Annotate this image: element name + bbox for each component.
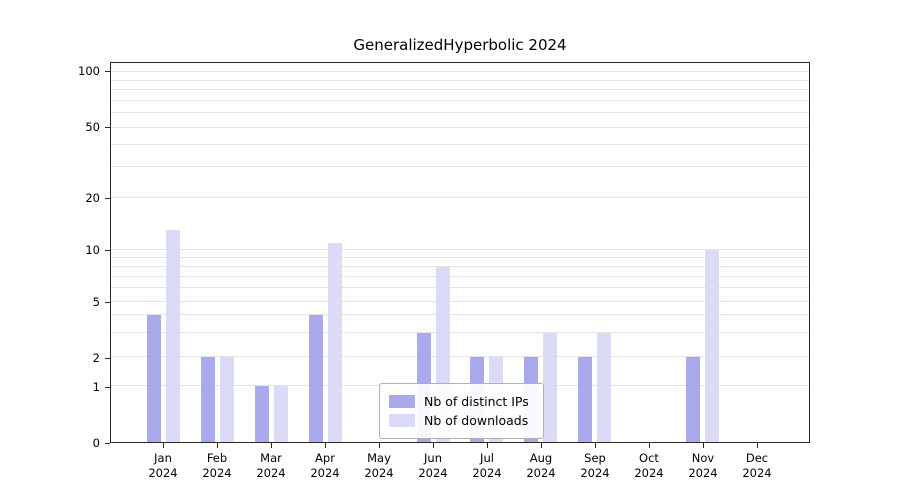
y-axis-tick-mark bbox=[105, 71, 110, 73]
legend-item: Nb of distinct IPs bbox=[389, 394, 529, 409]
x-axis-tick-label: Aug 2024 bbox=[526, 451, 556, 480]
bar bbox=[255, 386, 270, 442]
x-axis-tick-mark bbox=[433, 443, 434, 448]
gridline bbox=[111, 197, 809, 199]
y-axis-tick-label: 5 bbox=[92, 295, 100, 310]
gridline bbox=[111, 256, 809, 258]
x-axis-tick-mark bbox=[379, 443, 380, 448]
gridline bbox=[111, 287, 809, 289]
bar bbox=[308, 315, 323, 442]
x-axis-tick-label: May 2024 bbox=[364, 451, 394, 480]
x-axis-tick-label: Nov 2024 bbox=[688, 451, 718, 480]
y-axis-tick-mark bbox=[105, 443, 110, 444]
bar bbox=[597, 332, 612, 442]
x-axis-tick-label: Jul 2024 bbox=[472, 451, 502, 480]
bar bbox=[704, 249, 719, 442]
gridline bbox=[111, 89, 809, 91]
y-axis-tick-label: 100 bbox=[78, 64, 100, 79]
gridline bbox=[111, 356, 809, 358]
x-axis-tick-mark bbox=[487, 443, 488, 448]
y-axis-tick-mark bbox=[105, 386, 110, 388]
x-axis-tick-mark bbox=[271, 443, 272, 448]
month-group bbox=[729, 63, 783, 442]
x-axis-tick-mark bbox=[325, 443, 326, 448]
y-axis-tick-label: 50 bbox=[85, 120, 100, 135]
y-axis-tick-mark bbox=[105, 249, 110, 251]
y-axis-tick-label: 1 bbox=[92, 379, 100, 394]
bar bbox=[685, 357, 700, 442]
month-group bbox=[245, 63, 299, 442]
legend-swatch bbox=[389, 395, 415, 408]
x-axis-tick-mark bbox=[541, 443, 542, 448]
month-group bbox=[298, 63, 352, 442]
gridline bbox=[111, 265, 809, 267]
y-axis-tick-mark bbox=[105, 198, 110, 200]
gridline bbox=[111, 71, 809, 73]
x-axis-tick-label: Oct 2024 bbox=[634, 451, 664, 480]
legend-item: Nb of downloads bbox=[389, 413, 529, 428]
gridline bbox=[111, 248, 809, 250]
bar bbox=[274, 386, 289, 442]
y-axis-tick-label: 2 bbox=[92, 351, 100, 366]
month-group bbox=[621, 63, 675, 442]
x-axis-tick-label: Apr 2024 bbox=[310, 451, 340, 480]
bar bbox=[201, 357, 216, 442]
gridline bbox=[111, 275, 809, 277]
legend-swatch bbox=[389, 414, 415, 427]
x-axis-tick-label: Jan 2024 bbox=[148, 451, 178, 480]
bar bbox=[327, 242, 342, 442]
month-group bbox=[568, 63, 622, 442]
month-group bbox=[191, 63, 245, 442]
month-group bbox=[137, 63, 191, 442]
x-axis-tick-label: Sep 2024 bbox=[580, 451, 610, 480]
bar bbox=[543, 332, 558, 442]
month-group bbox=[675, 63, 729, 442]
x-axis-tick-mark bbox=[757, 443, 758, 448]
x-axis-tick-mark bbox=[595, 443, 596, 448]
bar bbox=[220, 357, 235, 442]
x-axis-tick-label: Jun 2024 bbox=[418, 451, 448, 480]
x-axis-tick-label: Mar 2024 bbox=[256, 451, 286, 480]
x-axis-tick-label: Dec 2024 bbox=[742, 451, 772, 480]
x-axis-tick-mark bbox=[217, 443, 218, 448]
y-axis-tick-mark bbox=[105, 302, 110, 304]
y-axis-tick-mark bbox=[105, 358, 110, 360]
gridline bbox=[111, 300, 809, 302]
bar bbox=[147, 315, 162, 442]
gridline bbox=[111, 314, 809, 316]
gridline bbox=[111, 79, 809, 81]
plot-area: Nb of distinct IPs Nb of downloads bbox=[110, 62, 810, 443]
x-axis-tick-label: Feb 2024 bbox=[202, 451, 232, 480]
legend-label: Nb of downloads bbox=[424, 413, 529, 428]
y-axis-tick-label: 0 bbox=[92, 436, 100, 450]
gridline bbox=[111, 331, 809, 333]
gridline bbox=[111, 166, 809, 168]
legend: Nb of distinct IPs Nb of downloads bbox=[379, 383, 544, 439]
gridline bbox=[111, 99, 809, 101]
x-axis-tick-mark bbox=[163, 443, 164, 448]
bar bbox=[578, 357, 593, 442]
y-axis-tick-mark bbox=[105, 127, 110, 129]
gridline bbox=[111, 143, 809, 145]
legend-label: Nb of distinct IPs bbox=[424, 394, 529, 409]
y-axis-tick-label: 20 bbox=[85, 191, 100, 206]
bar bbox=[166, 230, 181, 442]
chart-title: GeneralizedHyperbolic 2024 bbox=[353, 36, 567, 54]
gridline bbox=[111, 126, 809, 128]
gridline bbox=[111, 112, 809, 114]
y-axis-tick-label: 10 bbox=[85, 242, 100, 257]
x-axis-tick-mark bbox=[649, 443, 650, 448]
x-axis-tick-mark bbox=[703, 443, 704, 448]
